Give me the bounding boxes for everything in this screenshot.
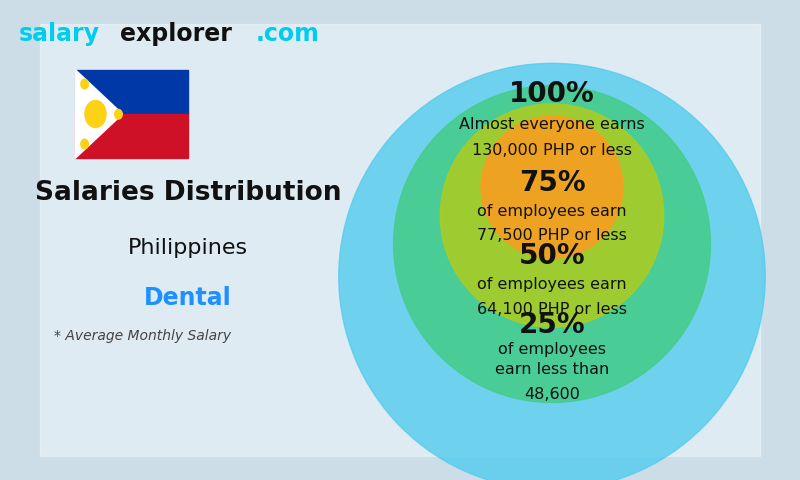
Text: of employees: of employees xyxy=(498,342,606,357)
Text: 48,600: 48,600 xyxy=(524,387,580,402)
Circle shape xyxy=(114,109,122,119)
Text: 77,500 PHP or less: 77,500 PHP or less xyxy=(477,228,627,243)
Circle shape xyxy=(440,104,664,327)
Text: .com: .com xyxy=(256,22,319,46)
Bar xyxy=(75,70,188,158)
Text: Dental: Dental xyxy=(144,286,232,310)
Text: 50%: 50% xyxy=(518,242,586,270)
Circle shape xyxy=(85,100,106,127)
Circle shape xyxy=(81,139,88,149)
Text: 100%: 100% xyxy=(509,80,595,108)
Text: 75%: 75% xyxy=(518,169,586,197)
Text: of employees earn: of employees earn xyxy=(477,204,627,219)
Circle shape xyxy=(481,116,623,258)
Text: of employees earn: of employees earn xyxy=(477,277,627,292)
Text: Philippines: Philippines xyxy=(128,238,248,258)
Circle shape xyxy=(394,85,710,402)
Text: salary: salary xyxy=(19,22,100,46)
Polygon shape xyxy=(75,70,122,158)
Text: Almost everyone earns: Almost everyone earns xyxy=(459,117,645,132)
Text: 130,000 PHP or less: 130,000 PHP or less xyxy=(472,143,632,158)
Bar xyxy=(75,114,188,158)
Circle shape xyxy=(338,63,766,480)
Text: 64,100 PHP or less: 64,100 PHP or less xyxy=(477,301,627,316)
Circle shape xyxy=(81,79,88,89)
Text: * Average Monthly Salary: * Average Monthly Salary xyxy=(54,329,231,343)
Text: 25%: 25% xyxy=(518,312,586,339)
FancyBboxPatch shape xyxy=(40,24,760,456)
Text: explorer: explorer xyxy=(120,22,232,46)
Text: earn less than: earn less than xyxy=(495,362,609,377)
Bar xyxy=(75,70,188,114)
Text: Salaries Distribution: Salaries Distribution xyxy=(34,180,342,206)
